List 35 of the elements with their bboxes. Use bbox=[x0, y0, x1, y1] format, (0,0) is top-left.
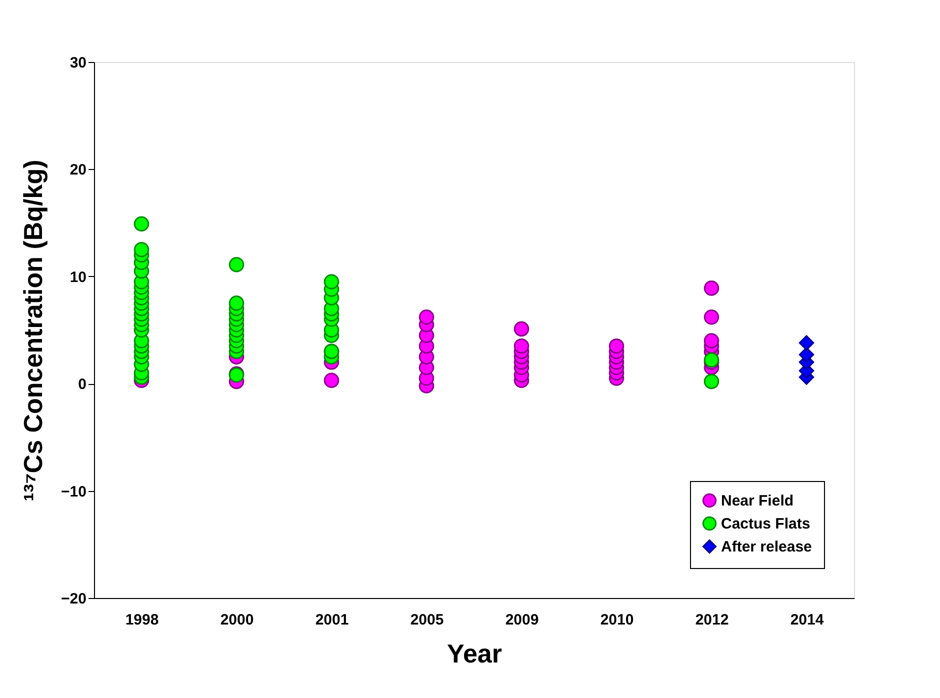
point bbox=[228, 296, 244, 311]
point bbox=[704, 280, 720, 296]
point bbox=[608, 338, 624, 354]
legend-label: Cactus Flats bbox=[721, 516, 810, 532]
point bbox=[228, 256, 244, 272]
x-tick-label: 2010 bbox=[600, 612, 634, 628]
x-tick-label: 2001 bbox=[315, 612, 349, 628]
point bbox=[418, 310, 434, 325]
point bbox=[134, 216, 150, 232]
point bbox=[514, 338, 530, 354]
y-axis-title: ¹³⁷Cs Concentration (Bq/kg) bbox=[18, 160, 48, 502]
x-tick-label: 2009 bbox=[505, 612, 539, 628]
x-tick-label: 2000 bbox=[220, 612, 254, 628]
x-tick-label: 2014 bbox=[790, 612, 824, 628]
point bbox=[704, 333, 720, 348]
point bbox=[704, 374, 720, 390]
legend-label: After release bbox=[721, 538, 812, 556]
point bbox=[324, 372, 340, 388]
y-tick-label: −20 bbox=[61, 590, 86, 608]
legend-label: Near Field bbox=[721, 492, 794, 510]
point bbox=[514, 321, 530, 337]
x-tick-label: 1998 bbox=[125, 612, 159, 628]
y-tick-label: 20 bbox=[70, 162, 86, 179]
point bbox=[324, 274, 340, 290]
y-tick-label: 0 bbox=[78, 376, 86, 394]
point bbox=[704, 310, 720, 325]
point bbox=[798, 335, 814, 351]
point bbox=[134, 242, 150, 258]
y-tick-label: −10 bbox=[61, 483, 86, 500]
x-tick-label: 2005 bbox=[410, 612, 444, 628]
y-tick-label: 10 bbox=[70, 268, 86, 286]
point bbox=[798, 347, 814, 362]
y-tick-label: 30 bbox=[70, 54, 86, 72]
x-tick-label: 2012 bbox=[695, 612, 729, 628]
x-axis-title: Year bbox=[447, 638, 502, 668]
